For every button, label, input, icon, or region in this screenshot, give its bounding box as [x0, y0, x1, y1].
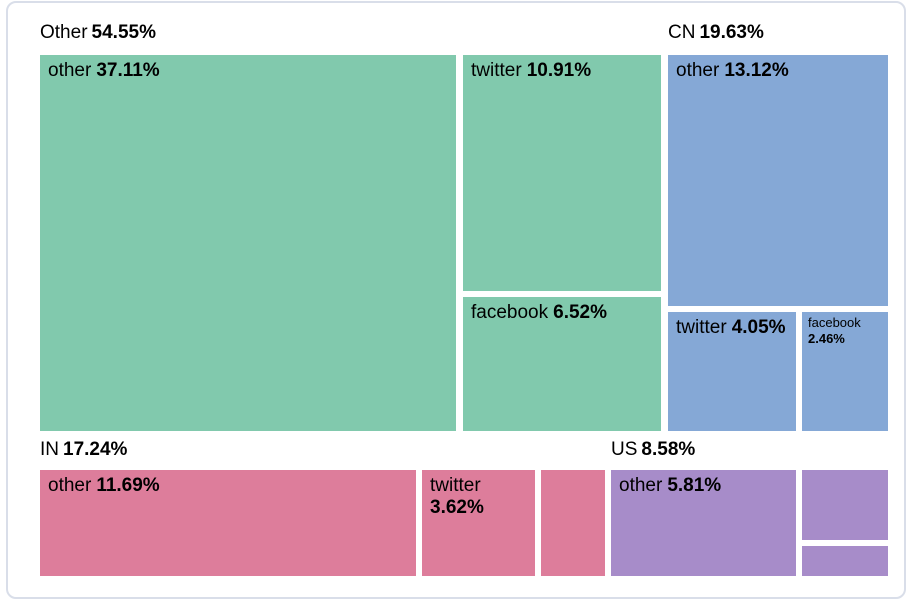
group-label-us: US 8.58%	[611, 439, 695, 461]
treemap-cell-other-twitter[interactable]: twitter 10.91%	[463, 55, 661, 291]
cell-percent: 13.12%	[724, 60, 789, 81]
cell-name: twitter	[676, 317, 727, 338]
treemap-cell-in-unlabeled-2[interactable]	[541, 470, 605, 576]
cell-percent: 6.52%	[553, 302, 607, 323]
treemap-cell-cn-other[interactable]: other 13.12%	[668, 55, 888, 306]
treemap-cell-us-other[interactable]: other 5.81%	[611, 470, 796, 576]
group-label-other: Other 54.55%	[40, 22, 156, 44]
treemap-cell-in-twitter[interactable]: twitter3.62%	[422, 470, 535, 576]
group-name: Other	[40, 22, 88, 43]
treemap-cell-us-unlabeled-1[interactable]	[802, 470, 888, 540]
group-percent: 8.58%	[641, 439, 696, 460]
treemap-card: Other 54.55% other 37.11% twitter 10.91% faceb…	[6, 1, 906, 599]
cell-percent: 10.91%	[526, 60, 592, 81]
cell-name: facebook	[471, 302, 549, 323]
cell-name: twitter	[430, 475, 481, 496]
cell-percent: 4.05%	[731, 317, 786, 338]
cell-name: other	[48, 475, 92, 496]
cell-name: other	[676, 60, 720, 81]
cell-percent: 11.69%	[96, 475, 160, 496]
group-percent: 54.55%	[91, 22, 156, 43]
treemap-cell-us-unlabeled-2[interactable]	[802, 546, 888, 576]
cell-percent: 5.81%	[667, 475, 722, 496]
treemap-cell-cn-facebook[interactable]: facebook2.46%	[802, 312, 888, 431]
group-percent: 17.24%	[63, 439, 128, 460]
treemap-cell-cn-twitter[interactable]: twitter 4.05%	[668, 312, 796, 431]
group-name: CN	[668, 22, 696, 43]
treemap-cell-other-facebook[interactable]: facebook 6.52%	[463, 297, 661, 431]
group-percent: 19.63%	[699, 22, 764, 43]
treemap-cell-in-other[interactable]: other 11.69%	[40, 470, 416, 576]
cell-name: other	[48, 60, 92, 81]
cell-name: other	[619, 475, 663, 496]
group-label-in: IN 17.24%	[40, 439, 127, 461]
cell-percent: 2.46%	[808, 331, 845, 347]
group-name: US	[611, 439, 638, 460]
cell-name: twitter	[471, 60, 522, 81]
treemap: Other 54.55% other 37.11% twitter 10.91% faceb…	[8, 3, 904, 597]
cell-percent: 3.62%	[430, 497, 484, 519]
group-name: IN	[40, 439, 59, 460]
treemap-cell-other-other[interactable]: other 37.11%	[40, 55, 456, 431]
cell-percent: 37.11%	[96, 60, 160, 81]
group-label-cn: CN 19.63%	[668, 22, 764, 44]
cell-name: facebook	[808, 315, 861, 330]
